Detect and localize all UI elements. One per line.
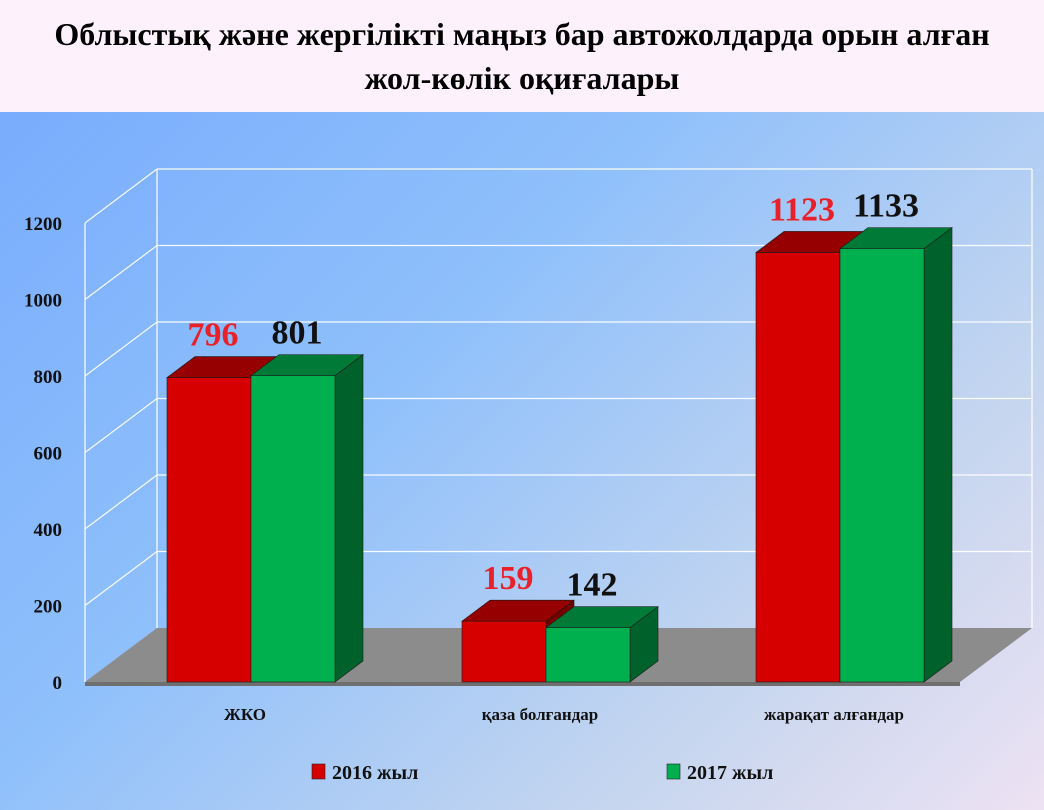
page-title: Облыстық және жергілікті маңыз бар автож… <box>54 16 990 96</box>
bar-2016 <box>166 377 252 683</box>
gridline-side <box>84 551 158 606</box>
title-band: Облыстық және жергілікті маңыз бар автож… <box>0 0 1044 112</box>
category-label: ЖКО <box>224 705 266 724</box>
bar-2017 <box>839 248 925 683</box>
bar-top-2017 <box>250 354 364 376</box>
chart-area: 0 200 400 600 800 1000 1200 796 801 ЖКО 159 142 қаза… <box>0 112 1044 810</box>
bar-top-2017 <box>545 606 659 628</box>
legend-label-2017: 2017 жыл <box>687 762 773 784</box>
y-tick-label: 200 <box>34 597 63 618</box>
data-label-2017: 801 <box>272 315 323 352</box>
data-label-2016: 796 <box>188 317 239 354</box>
y-tick-label: 400 <box>34 520 63 541</box>
bar-top-2017 <box>839 227 953 249</box>
gridline-side <box>84 398 158 453</box>
bar-chart: 0 200 400 600 800 1000 1200 796 801 ЖКО 159 142 қаза… <box>24 168 1033 784</box>
y-tick-label: 0 <box>53 673 63 694</box>
bar-2017 <box>250 375 336 683</box>
legend-swatch-2016 <box>311 763 326 780</box>
data-label-2016: 159 <box>483 560 534 597</box>
bar-top-2016 <box>461 599 575 622</box>
y-tick-label: 600 <box>34 444 63 465</box>
y-tick-label: 800 <box>34 367 63 388</box>
bar-side-2017 <box>334 354 364 683</box>
gridline-side <box>84 168 158 224</box>
y-tick-label: 1200 <box>24 214 62 235</box>
data-label-2017: 1133 <box>853 188 919 225</box>
gridline-side <box>84 474 158 530</box>
legend-label-2016: 2016 жыл <box>332 762 418 784</box>
gridline-side <box>84 245 158 300</box>
chart-floor-edge <box>85 682 960 686</box>
bar-2016 <box>755 252 841 683</box>
bar-2016 <box>461 620 547 683</box>
data-label-2017: 142 <box>567 567 618 604</box>
bar-2017 <box>545 627 631 683</box>
category-label: жарақат алғандар <box>764 705 904 724</box>
data-label-2016: 1123 <box>769 191 835 228</box>
category-label: қаза болғандар <box>482 705 599 724</box>
y-tick-label: 1000 <box>24 291 62 312</box>
bar-side-2017 <box>923 227 953 683</box>
legend-swatch-2017 <box>666 763 681 780</box>
gridline-side <box>84 321 158 377</box>
